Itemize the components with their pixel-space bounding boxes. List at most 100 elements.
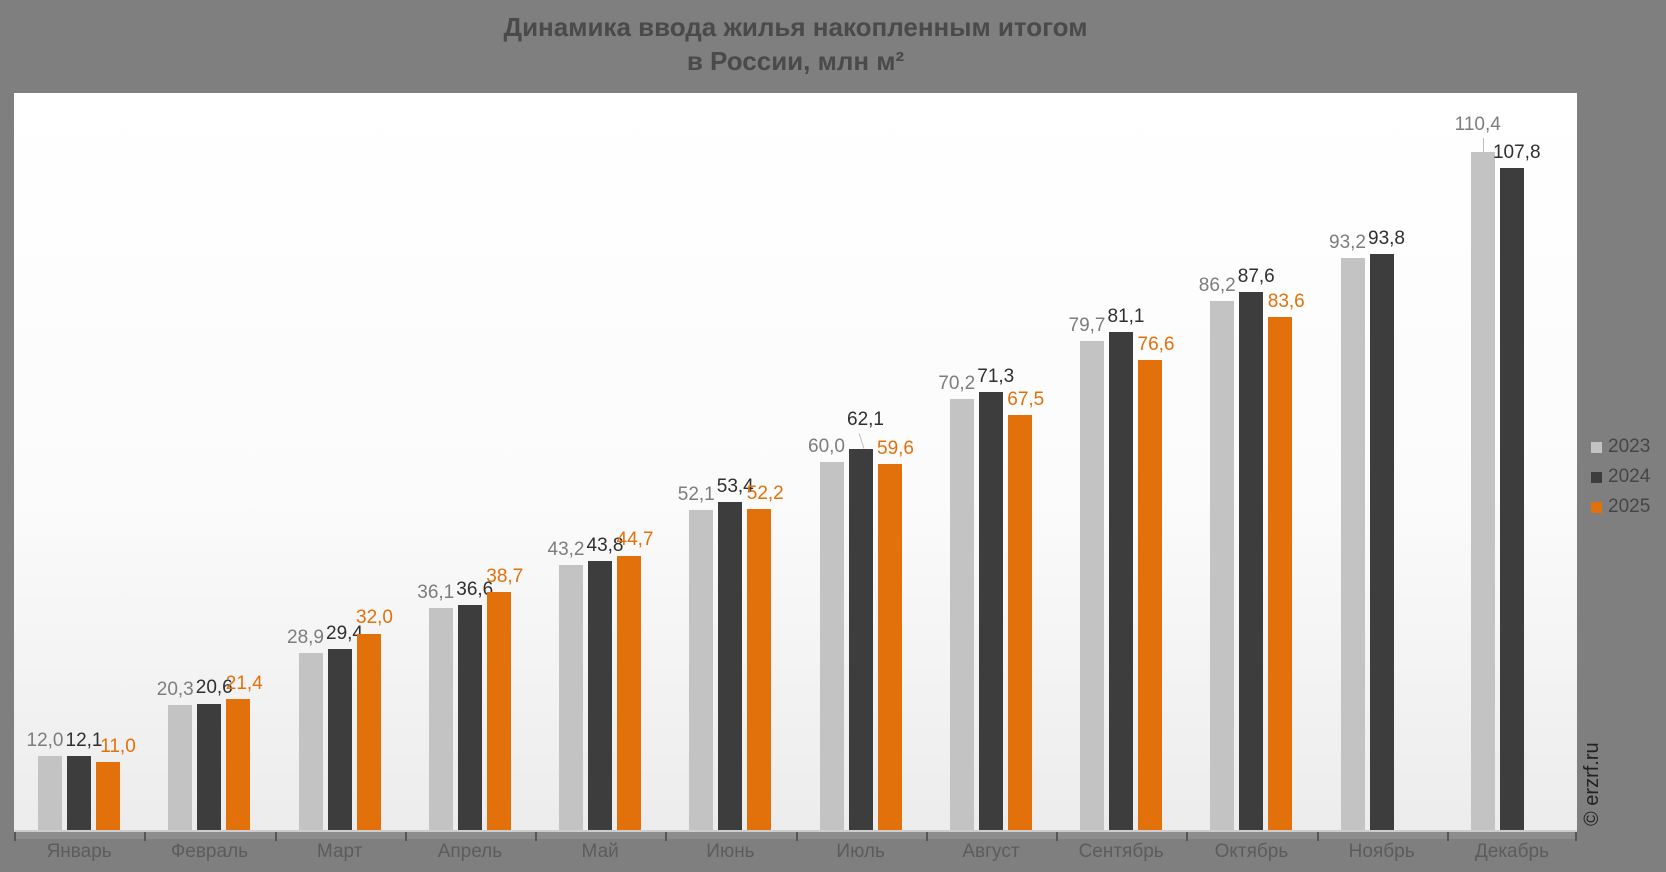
bar-2025-июль bbox=[877, 464, 902, 830]
chart-subtitle: в России, млн м² bbox=[686, 46, 905, 76]
bar-2023-февраль bbox=[168, 705, 193, 830]
value-label-2023-апрель: 36,1 bbox=[417, 582, 455, 604]
value-label-2025-август: 67,5 bbox=[1007, 389, 1045, 411]
value-label-2025-февраль: 21,4 bbox=[225, 672, 263, 694]
value-label-2024-март: 29,4 bbox=[326, 623, 363, 645]
bar-2023-май bbox=[559, 564, 583, 830]
value-label-2023-август: 70,2 bbox=[938, 372, 976, 394]
value-label-2023-май: 43,2 bbox=[547, 538, 585, 560]
value-label-2025-март: 32,0 bbox=[356, 607, 393, 629]
value-label-2024-октябрь: 87,6 bbox=[1237, 266, 1275, 287]
x-axis-label-январь: Январь bbox=[46, 841, 112, 862]
bar-2023-август bbox=[949, 398, 974, 830]
value-label-2024-декабрь: 107,8 bbox=[1492, 141, 1541, 163]
value-label-2025-май: 44,7 bbox=[616, 529, 654, 551]
bar-2024-июль bbox=[848, 448, 873, 830]
value-label-2023-сентябрь: 79,7 bbox=[1068, 314, 1106, 336]
value-label-2023-январь: 12,0 bbox=[26, 730, 64, 752]
legend-item-2023: 2023 bbox=[1591, 432, 1650, 462]
value-label-2024-июнь: 53,4 bbox=[716, 476, 754, 498]
chart-title-block: Динамика ввода жилья накопленным итогом … bbox=[14, 10, 1577, 78]
value-label-2024-февраль: 20,6 bbox=[195, 677, 233, 699]
bar-2023-октябрь bbox=[1210, 300, 1235, 830]
plot-area: 12,0 20,3 28,9 36,1 43,2 52,1 60,0 70,2 79,7 86,2… bbox=[14, 93, 1577, 830]
axis-tick bbox=[1186, 832, 1189, 841]
legend-label-2025: 2025 bbox=[1608, 496, 1651, 517]
bar-2025-июнь bbox=[747, 509, 772, 830]
bar-2024-январь bbox=[67, 755, 91, 830]
x-axis-label-февраль: Февраль bbox=[170, 841, 249, 862]
legend-swatch-2025 bbox=[1591, 501, 1602, 513]
legend-swatch-2024 bbox=[1591, 471, 1602, 483]
value-label-2025-январь: 11,0 bbox=[100, 736, 136, 758]
bar-2024-май bbox=[588, 561, 612, 830]
value-label-2024-август: 71,3 bbox=[977, 366, 1015, 388]
bar-2025-февраль bbox=[226, 698, 251, 830]
value-label-2024-июль: 62,1 bbox=[847, 408, 884, 430]
value-label-2023-октябрь: 86,2 bbox=[1198, 274, 1236, 296]
bar-2025-апрель bbox=[486, 592, 511, 830]
legend-label-2023: 2023 bbox=[1608, 436, 1651, 457]
bar-2024-апрель bbox=[457, 605, 482, 830]
x-axis-label-май: Май bbox=[581, 841, 619, 862]
value-label-2024-сентябрь: 81,1 bbox=[1107, 305, 1145, 327]
bar-2025-сентябрь bbox=[1138, 359, 1162, 830]
value-label-2025-апрель: 38,7 bbox=[486, 566, 524, 588]
bar-2025-август bbox=[1007, 415, 1032, 830]
value-label-2023-июнь: 52,1 bbox=[677, 484, 715, 506]
axis-tick bbox=[144, 832, 147, 841]
value-label-2023-ноябрь: 93,2 bbox=[1329, 231, 1366, 253]
value-label-2023-февраль: 20,3 bbox=[156, 679, 194, 701]
x-axis-label-июль: Июль bbox=[836, 841, 885, 862]
x-axis-label-октябрь: Октябрь bbox=[1214, 841, 1289, 862]
axis-tick bbox=[1446, 832, 1449, 841]
value-label-2024-ноябрь: 93,8 bbox=[1368, 227, 1405, 249]
bar-2023-март bbox=[298, 652, 323, 830]
x-axis-label-сентябрь: Сентябрь bbox=[1078, 841, 1164, 862]
axis-tick bbox=[1056, 832, 1058, 841]
value-label-2025-октябрь: 83,6 bbox=[1267, 290, 1305, 312]
axis-tick bbox=[665, 832, 668, 841]
label-leader-line bbox=[858, 432, 864, 449]
bar-2024-февраль bbox=[197, 703, 222, 830]
bar-2023-ноябрь bbox=[1340, 257, 1365, 830]
value-label-2024-май: 43,8 bbox=[586, 535, 624, 556]
bar-2025-май bbox=[617, 555, 641, 830]
value-label-2024-апрель: 36,6 bbox=[456, 579, 494, 601]
chart-title: Динамика ввода жилья накопленным итогом bbox=[503, 12, 1088, 42]
value-label-2023-декабрь: 110,4 bbox=[1454, 113, 1501, 135]
legend-item-2025: 2025 bbox=[1591, 492, 1650, 522]
bar-2024-сентябрь bbox=[1109, 331, 1133, 830]
value-label-2023-март: 28,9 bbox=[287, 626, 324, 648]
x-axis-label-ноябрь: Ноябрь bbox=[1348, 841, 1415, 862]
legend-label-2024: 2024 bbox=[1608, 466, 1651, 487]
bar-2024-декабрь bbox=[1499, 167, 1524, 830]
bar-2023-сентябрь bbox=[1080, 340, 1104, 830]
x-axis bbox=[14, 830, 1577, 841]
x-axis-label-апрель: Апрель bbox=[437, 841, 503, 862]
watermark: © erzrf.ru bbox=[1581, 742, 1603, 826]
axis-tick bbox=[274, 832, 277, 841]
label-leader-line bbox=[1482, 137, 1484, 152]
bar-2024-август bbox=[978, 392, 1003, 830]
bar-2024-март bbox=[327, 649, 352, 830]
bar-2025-январь bbox=[96, 762, 120, 830]
bar-2023-январь bbox=[38, 756, 62, 830]
axis-tick bbox=[795, 832, 798, 841]
legend: 2023 2024 2025 bbox=[1591, 432, 1650, 522]
axis-tick bbox=[14, 832, 16, 841]
bar-2024-ноябрь bbox=[1369, 253, 1394, 830]
value-label-2025-июль: 59,6 bbox=[877, 437, 914, 459]
axis-tick bbox=[1575, 832, 1577, 841]
axis-tick bbox=[925, 832, 928, 841]
axis-tick bbox=[404, 832, 407, 841]
value-label-2025-июнь: 52,2 bbox=[746, 483, 784, 505]
bar-2024-июнь bbox=[718, 502, 743, 830]
bar-2025-октябрь bbox=[1268, 316, 1293, 830]
x-axis-label-август: Август bbox=[962, 841, 1020, 862]
bar-2023-июнь bbox=[689, 510, 714, 830]
x-axis-label-март: Март bbox=[316, 841, 363, 862]
bar-2025-март bbox=[356, 633, 381, 830]
bar-2024-октябрь bbox=[1239, 292, 1264, 830]
